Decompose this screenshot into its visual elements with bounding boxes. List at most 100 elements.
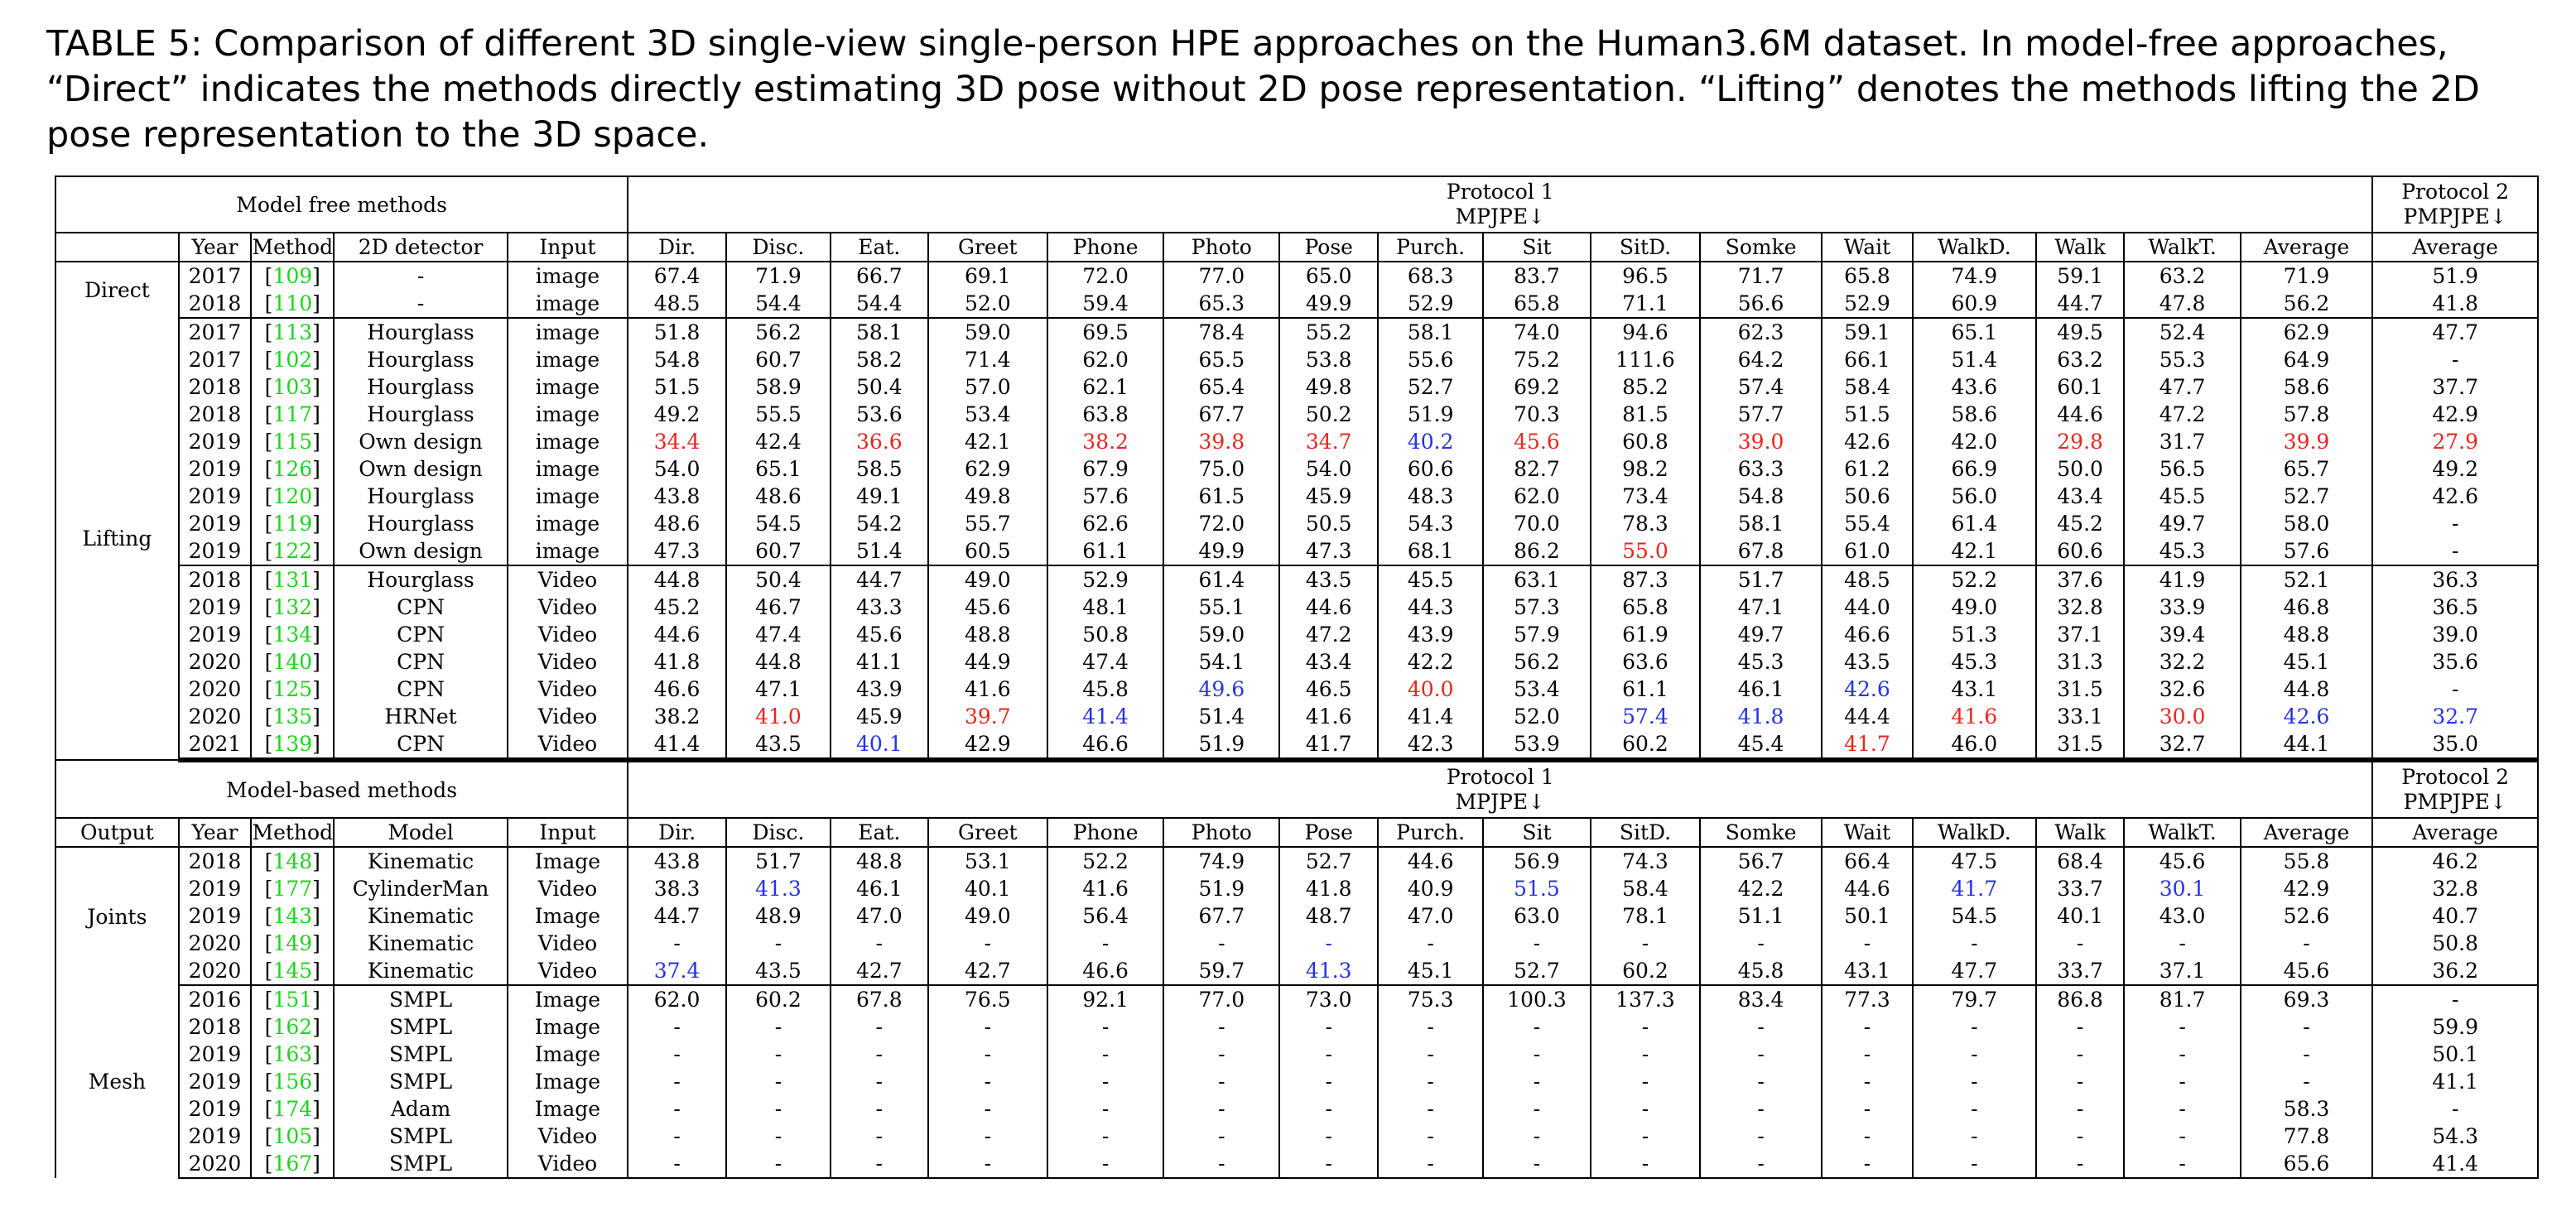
method-cell: [151] bbox=[250, 985, 335, 1013]
value-cell: 49.1 bbox=[830, 483, 929, 510]
citation-link[interactable]: 126 bbox=[272, 457, 313, 481]
detector-cell: HRNet bbox=[333, 703, 508, 730]
value-cell: 111.6 bbox=[1589, 346, 1702, 373]
value-cell: 46.6 bbox=[1820, 621, 1914, 648]
citation-link[interactable]: 109 bbox=[272, 264, 313, 288]
value-cell: 45.1 bbox=[1377, 957, 1485, 986]
value-cell: 50.2 bbox=[1278, 401, 1379, 428]
value-cell: 56.2 bbox=[725, 318, 832, 346]
citation-link[interactable]: 115 bbox=[272, 430, 313, 454]
citation-link[interactable]: 135 bbox=[272, 704, 313, 729]
citation-link[interactable]: 167 bbox=[272, 1152, 313, 1176]
method-cell: [109] bbox=[250, 262, 335, 290]
detector-cell: Hourglass bbox=[333, 565, 508, 594]
method-cell: [119] bbox=[250, 510, 335, 537]
value-cell: 55.5 bbox=[725, 401, 832, 428]
method-cell: [139] bbox=[250, 730, 335, 762]
value-cell: - bbox=[1377, 1041, 1485, 1068]
citation-link[interactable]: 162 bbox=[272, 1015, 313, 1039]
value-cell: 55.1 bbox=[1163, 594, 1281, 621]
value-cell: 51.5 bbox=[1482, 875, 1591, 902]
value-cell: - bbox=[2239, 1041, 2374, 1068]
value-cell: 41.6 bbox=[927, 676, 1049, 703]
citation-link[interactable]: 132 bbox=[272, 595, 313, 619]
column-header: Input bbox=[506, 233, 629, 262]
input-cell: image bbox=[506, 318, 629, 346]
value-cell: 43.9 bbox=[1377, 621, 1485, 648]
value-cell: 34.4 bbox=[627, 428, 727, 455]
value-cell: 51.9 bbox=[1163, 875, 1281, 902]
value-cell: 62.1 bbox=[1047, 373, 1165, 401]
value-cell: 36.6 bbox=[830, 428, 929, 455]
citation-link[interactable]: 163 bbox=[272, 1042, 313, 1066]
citation-link[interactable]: 122 bbox=[272, 539, 313, 563]
value-cell: - bbox=[2034, 1150, 2126, 1179]
value-cell: - bbox=[725, 1123, 832, 1150]
citation-link[interactable]: 156 bbox=[272, 1070, 313, 1094]
value-cell: 60.5 bbox=[927, 537, 1049, 565]
value-cell: - bbox=[1377, 1068, 1485, 1095]
input-cell: image bbox=[506, 510, 629, 537]
citation-link[interactable]: 119 bbox=[272, 512, 313, 536]
citation-link[interactable]: 143 bbox=[272, 904, 313, 928]
value-cell: 60.6 bbox=[1377, 455, 1485, 483]
citation-link[interactable]: 102 bbox=[272, 348, 313, 372]
value-cell: 60.6 bbox=[2034, 537, 2126, 565]
method-cell: [174] bbox=[250, 1095, 335, 1123]
value-cell: 68.1 bbox=[1377, 537, 1485, 565]
value-cell: 44.6 bbox=[1377, 847, 1485, 875]
citation-link[interactable]: 125 bbox=[272, 677, 313, 701]
column-header: Input bbox=[506, 818, 629, 848]
citation-link[interactable]: 140 bbox=[272, 650, 313, 674]
citation-link[interactable]: 103 bbox=[272, 375, 313, 399]
value-cell: 36.5 bbox=[2371, 594, 2539, 621]
table-row: 2019 [122] Own design image 47.3 60.7 51.4 60.5… bbox=[55, 537, 2539, 565]
year-cell: 2020 bbox=[177, 957, 253, 986]
value-cell: - bbox=[2034, 1068, 2126, 1095]
citation-link[interactable]: 105 bbox=[272, 1124, 313, 1148]
input-cell: image bbox=[506, 483, 629, 510]
value-cell: 39.9 bbox=[2239, 428, 2374, 455]
citation-link[interactable]: 110 bbox=[272, 291, 313, 315]
detector-cell: Kinematic bbox=[333, 847, 508, 875]
citation-link[interactable]: 177 bbox=[272, 877, 313, 901]
year-cell: 2019 bbox=[177, 483, 253, 510]
value-cell: 64.9 bbox=[2239, 346, 2374, 373]
detector-cell: Kinematic bbox=[333, 957, 508, 986]
value-cell: 59.1 bbox=[2034, 262, 2126, 290]
citation-link[interactable]: 117 bbox=[272, 402, 313, 426]
value-cell: 56.2 bbox=[1482, 648, 1591, 676]
value-cell: - bbox=[927, 1095, 1049, 1123]
value-cell: - bbox=[627, 1095, 727, 1123]
value-cell: - bbox=[2239, 930, 2374, 957]
citation-link[interactable]: 145 bbox=[272, 959, 313, 983]
value-cell: 43.5 bbox=[725, 957, 832, 986]
citation-link[interactable]: 120 bbox=[272, 484, 313, 508]
value-cell: 31.5 bbox=[2034, 730, 2126, 762]
value-cell: 41.4 bbox=[1377, 703, 1485, 730]
citation-link[interactable]: 139 bbox=[272, 732, 313, 756]
value-cell: 32.2 bbox=[2123, 648, 2241, 676]
citation-link[interactable]: 113 bbox=[272, 320, 313, 344]
column-header: Year bbox=[177, 233, 253, 262]
value-cell: 30.0 bbox=[2123, 703, 2241, 730]
citation-link[interactable]: 134 bbox=[272, 623, 313, 647]
detector-cell: Hourglass bbox=[333, 510, 508, 537]
value-cell: - bbox=[1047, 1150, 1165, 1179]
value-cell: 41.6 bbox=[1278, 703, 1379, 730]
value-cell: 69.2 bbox=[1482, 373, 1591, 401]
citation-link[interactable]: 151 bbox=[272, 988, 313, 1012]
citation-link[interactable]: 174 bbox=[272, 1097, 313, 1121]
citation-link[interactable]: 131 bbox=[272, 568, 313, 592]
value-cell: - bbox=[725, 1041, 832, 1068]
column-header: Disc. bbox=[725, 818, 832, 848]
value-cell: - bbox=[2123, 1068, 2241, 1095]
value-cell: 31.7 bbox=[2123, 428, 2241, 455]
value-cell: 67.7 bbox=[1163, 902, 1281, 930]
citation-link[interactable]: 149 bbox=[272, 931, 313, 955]
value-cell: 39.0 bbox=[2371, 621, 2539, 648]
value-cell: 33.7 bbox=[2034, 957, 2126, 986]
citation-link[interactable]: 148 bbox=[272, 849, 313, 873]
detector-cell: SMPL bbox=[333, 1068, 508, 1095]
detector-cell: CPN bbox=[333, 676, 508, 703]
